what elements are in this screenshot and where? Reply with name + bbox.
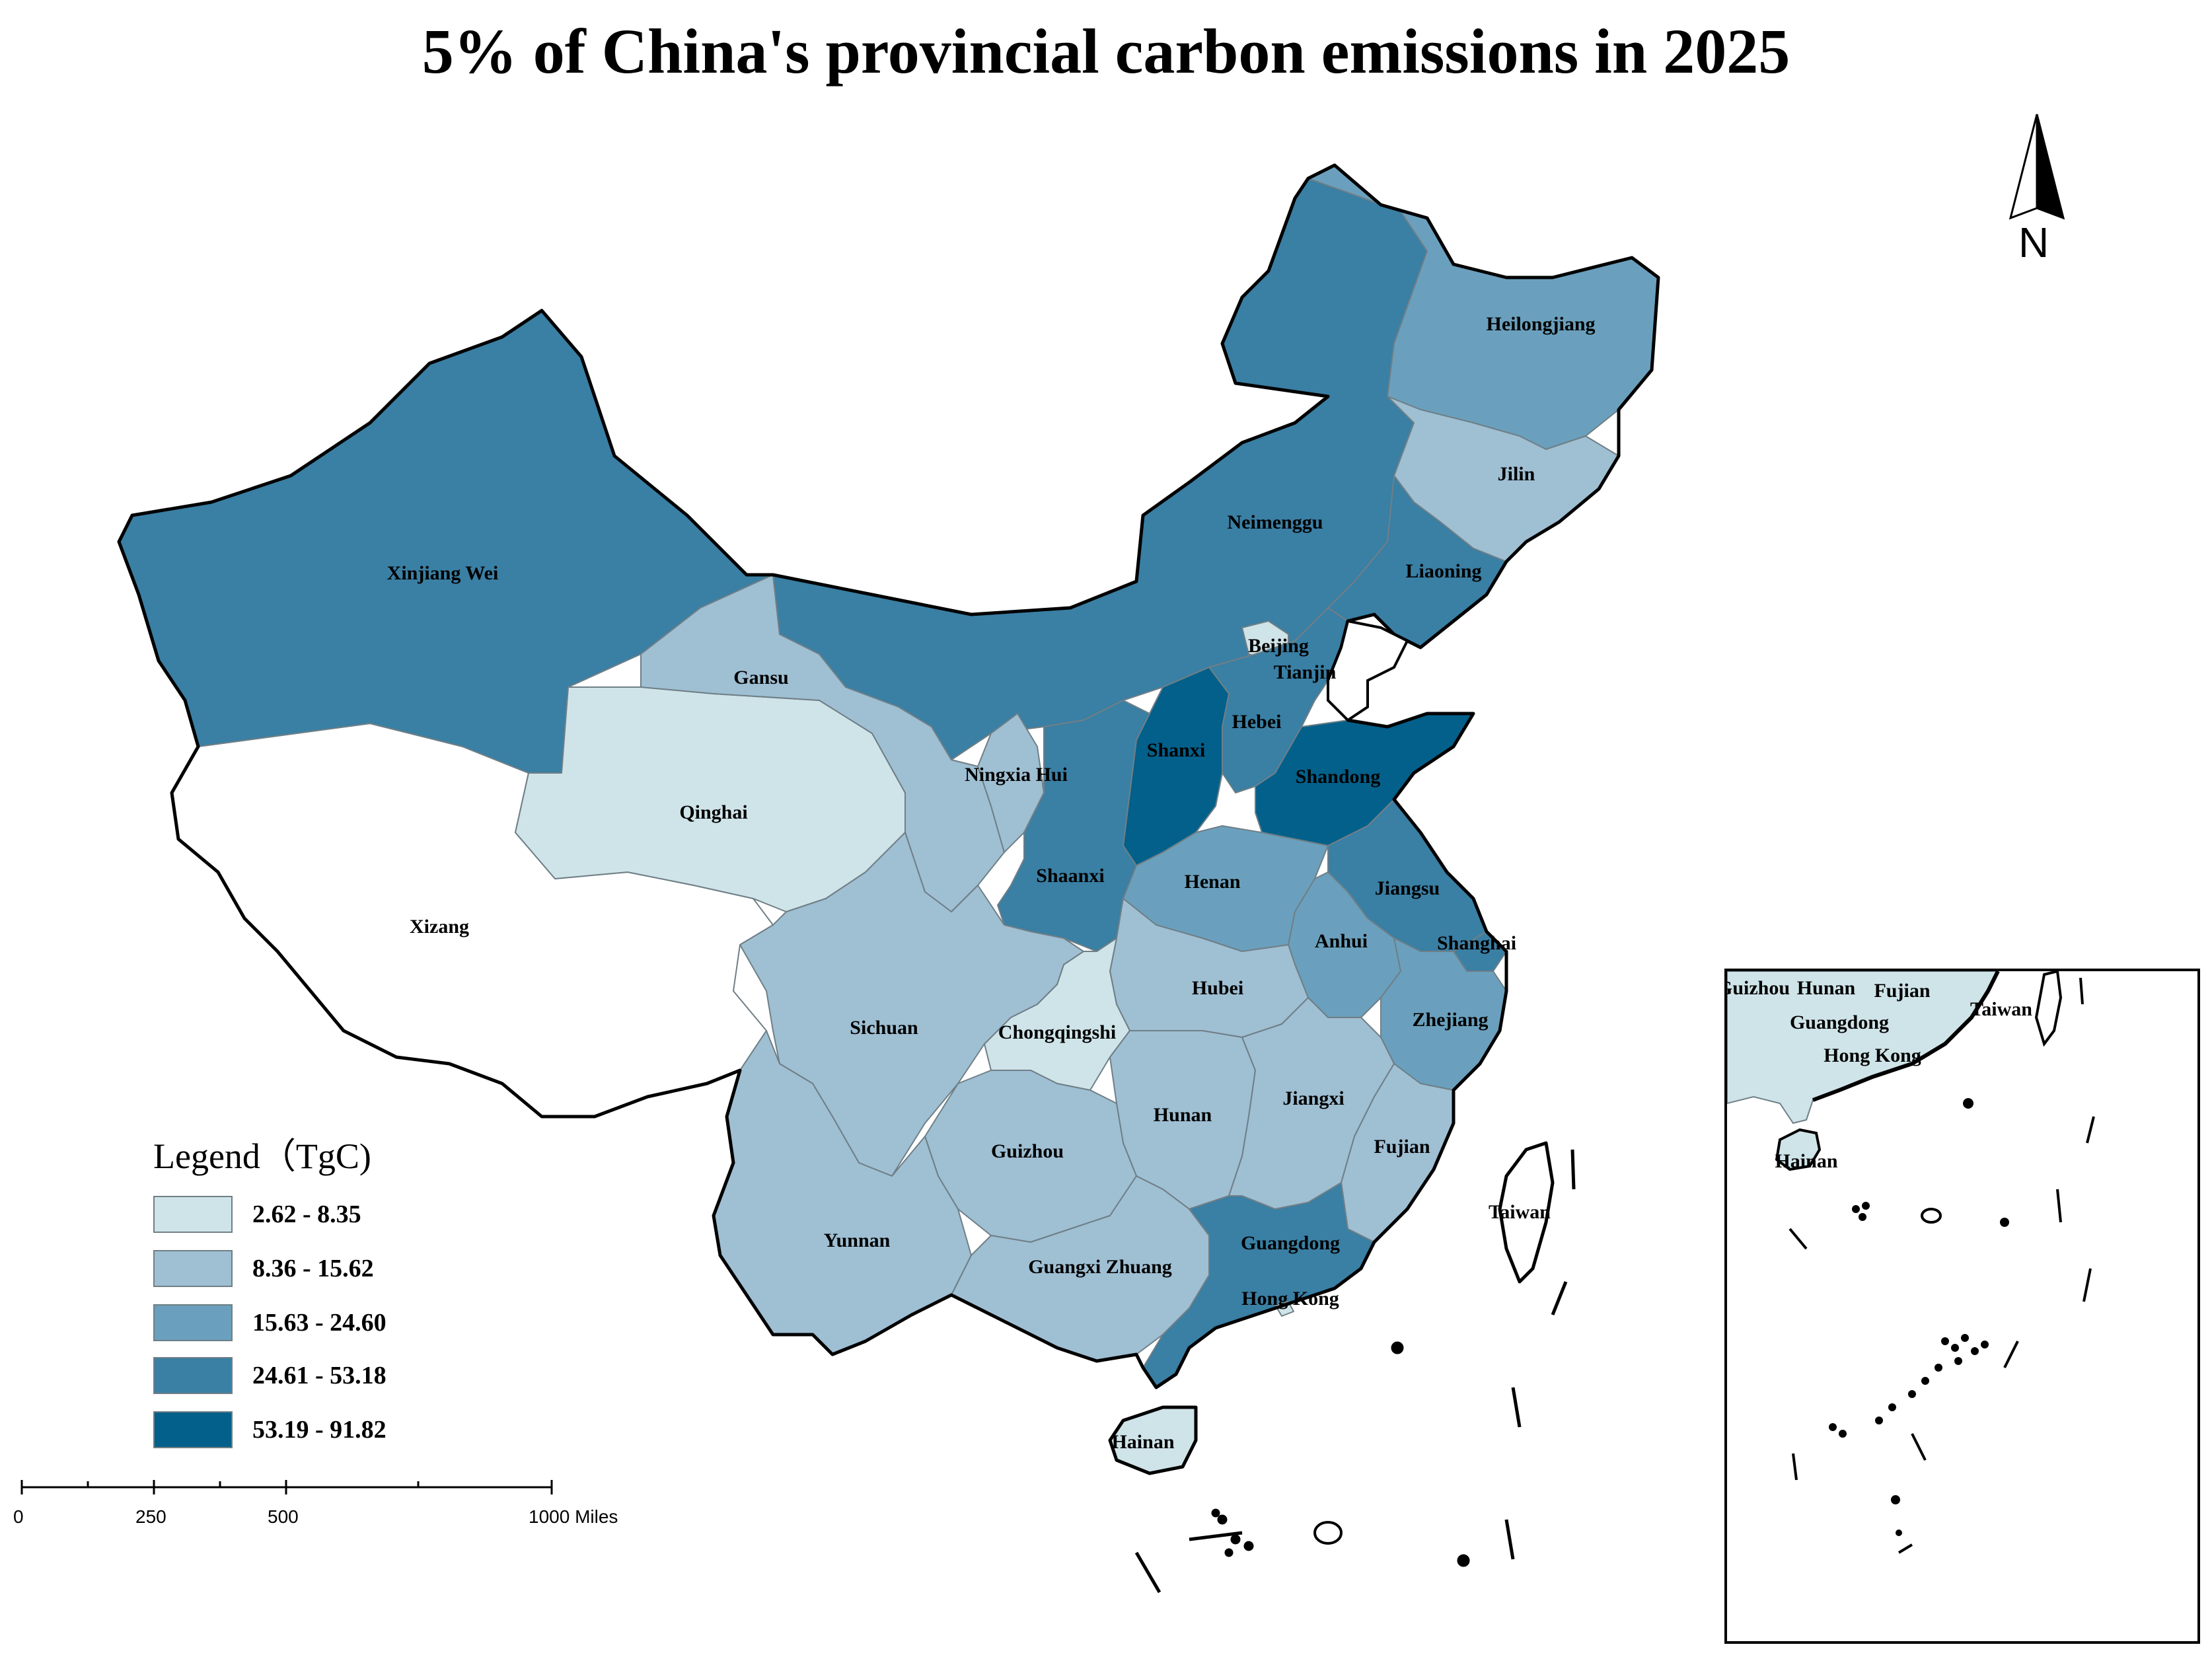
province-label: Hebei bbox=[1232, 711, 1282, 733]
bohai-sea bbox=[1327, 619, 1409, 722]
province-label: Anhui bbox=[1315, 930, 1368, 952]
province-sichuan[interactable] bbox=[739, 832, 1084, 1177]
north-label: N bbox=[2018, 219, 2049, 266]
province-label: Taiwan bbox=[1489, 1201, 1551, 1223]
province-label: Liaoning bbox=[1405, 560, 1481, 582]
scale-label-1000: 1000 Miles bbox=[529, 1506, 618, 1527]
province-label: Beijing bbox=[1248, 635, 1309, 657]
province-label: Yunnan bbox=[824, 1230, 891, 1251]
legend-range-label: 53.19 - 91.82 bbox=[252, 1416, 387, 1444]
legend-range-label: 15.63 - 24.60 bbox=[252, 1309, 387, 1337]
province-label: Guangxi Zhuang bbox=[1028, 1256, 1172, 1278]
province-label: Hong Kong bbox=[1241, 1288, 1339, 1309]
province-label: Hainan bbox=[1111, 1431, 1174, 1453]
legend-range-label: 24.61 - 53.18 bbox=[252, 1362, 387, 1389]
province-label: Neimenggu bbox=[1228, 511, 1323, 533]
map-title: 5% of China's provincial carbon emission… bbox=[422, 16, 1790, 87]
country-outline bbox=[117, 163, 1660, 1389]
province-label: Shanxi bbox=[1147, 739, 1205, 761]
inset-hainan bbox=[1775, 1128, 1822, 1171]
legend-range-label: 8.36 - 15.62 bbox=[252, 1255, 374, 1282]
province-label: Xinjiang Wei bbox=[387, 562, 499, 584]
legend-title: Legend（TgC) bbox=[153, 1136, 371, 1176]
province-label: Guangdong bbox=[1241, 1232, 1340, 1254]
inset-taiwan bbox=[2034, 971, 2063, 1047]
province-label: Tianjin bbox=[1274, 661, 1337, 683]
legend-swatch bbox=[153, 1357, 233, 1394]
inset-label: Fujian bbox=[1874, 980, 1930, 1002]
inset-label: Guangdong bbox=[1790, 1012, 1889, 1033]
scale-label-0: 0 bbox=[13, 1506, 24, 1527]
legend-swatch bbox=[153, 1196, 233, 1233]
scale-label-500: 500 bbox=[268, 1506, 299, 1527]
province-label: Jilin bbox=[1498, 463, 1535, 485]
inset-label: Hunan bbox=[1797, 977, 1856, 999]
province-label: Heilongjiang bbox=[1486, 313, 1595, 335]
province-label: Guizhou bbox=[991, 1140, 1064, 1162]
inset-map: Guizhou Hunan Fujian Taiwan Guangdong Hong Ko… bbox=[1727, 971, 2095, 1554]
inset-label: Guizhou bbox=[1727, 977, 1790, 999]
legend-range-label: 2.62 - 8.35 bbox=[252, 1200, 361, 1228]
province-label: Hunan bbox=[1154, 1104, 1212, 1126]
scale-label-250: 250 bbox=[135, 1506, 166, 1527]
province-label: Zhejiang bbox=[1412, 1009, 1488, 1031]
south-china-sea-inset: Guizhou Hunan Fujian Taiwan Guangdong Hong Ko… bbox=[1724, 969, 2200, 1644]
inset-label: Hainan bbox=[1775, 1150, 1837, 1172]
legend-swatch bbox=[153, 1411, 233, 1448]
legend-swatch bbox=[153, 1304, 233, 1341]
province-label: Xizang bbox=[410, 916, 469, 938]
province-label: Gansu bbox=[733, 667, 788, 688]
scale-bar bbox=[20, 1480, 553, 1494]
province-label: Jiangxi bbox=[1282, 1088, 1344, 1109]
south-china-sea-islands bbox=[1134, 1149, 1576, 1594]
province-label: Chongqingshi bbox=[998, 1021, 1116, 1043]
province-label: Fujian bbox=[1374, 1136, 1430, 1158]
province-label: Shandong bbox=[1296, 766, 1380, 788]
inset-label: Hong Kong bbox=[1824, 1045, 1921, 1066]
province-label: Hubei bbox=[1192, 977, 1243, 999]
north-arrow: N bbox=[1985, 109, 2091, 281]
province-label: Henan bbox=[1184, 871, 1240, 893]
province-label: Shaanxi bbox=[1036, 865, 1104, 887]
province-label: Jiangsu bbox=[1375, 877, 1440, 899]
province-label: Shanghai bbox=[1437, 932, 1516, 954]
province-label: Ningxia Hui bbox=[965, 764, 1068, 786]
province-label: Qinghai bbox=[679, 801, 747, 823]
legend-swatch bbox=[153, 1250, 233, 1287]
inset-label: Taiwan bbox=[1970, 998, 2032, 1020]
province-label: Sichuan bbox=[850, 1017, 918, 1039]
north-arrow-icon bbox=[2009, 114, 2065, 220]
